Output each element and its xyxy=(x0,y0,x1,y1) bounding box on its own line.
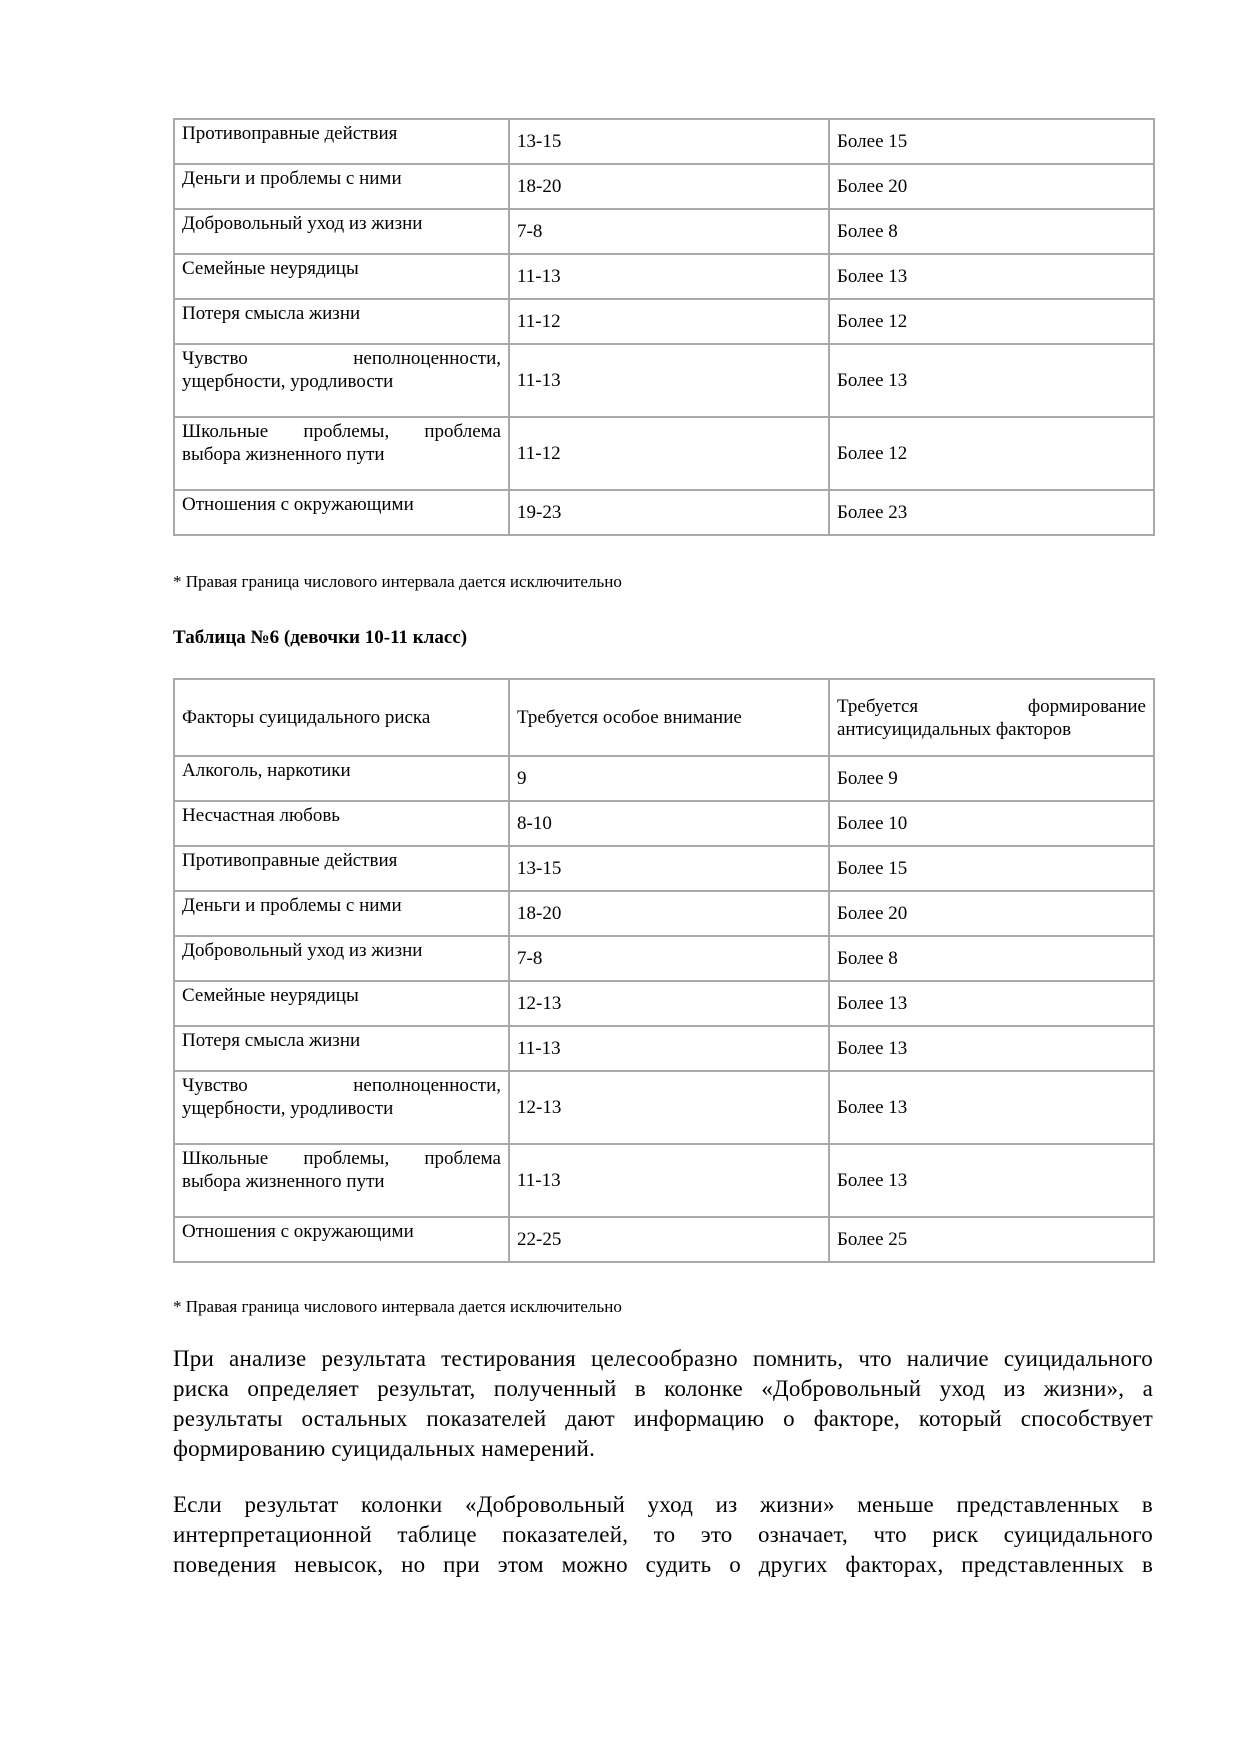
table-row: Добровольный уход из жизни 7-8 Более 8 xyxy=(173,208,1155,255)
attention-cell: 13-15 xyxy=(508,118,830,165)
formation-cell: Более 13 xyxy=(828,1025,1155,1072)
attention-cell: 9 xyxy=(508,755,830,802)
table-row: Несчастная любовь 8-10 Более 10 xyxy=(173,800,1155,847)
attention-header-cell: Требуется особое внимание xyxy=(508,678,830,757)
formation-cell: Более 13 xyxy=(828,980,1155,1027)
table-row: Отношения с окружающими 19-23 Более 23 xyxy=(173,489,1155,536)
factor-cell: Противоправные действия xyxy=(173,118,510,165)
table-row: Алкоголь, наркотики 9 Более 9 xyxy=(173,755,1155,802)
factor-cell: Потеря смысла жизни xyxy=(173,1025,510,1072)
attention-cell: 11-13 xyxy=(508,1025,830,1072)
attention-cell: 22-25 xyxy=(508,1216,830,1263)
formation-cell: Более 13 xyxy=(828,343,1155,418)
formation-cell: Более 12 xyxy=(828,416,1155,491)
formation-cell: Более 13 xyxy=(828,253,1155,300)
factor-cell: Семейные неурядицы xyxy=(173,253,510,300)
factor-cell: Школьные проблемы, проблема выбора жизнен… xyxy=(173,1143,510,1218)
factor-cell: Несчастная любовь xyxy=(173,800,510,847)
attention-cell: 7-8 xyxy=(508,208,830,255)
table-row: Противоправные действия 13-15 Более 15 xyxy=(173,118,1155,165)
table-row: Деньги и проблемы с ними 18-20 Более 20 xyxy=(173,163,1155,210)
factor-cell: Чувство неполноценности, ущербности, урод… xyxy=(173,1070,510,1145)
table-row: Потеря смысла жизни 11-12 Более 12 xyxy=(173,298,1155,345)
table-row: Противоправные действия 13-15 Более 15 xyxy=(173,845,1155,892)
footnote: * Правая граница числового интервала дае… xyxy=(173,572,622,591)
formation-header-cell: Требуется формирование антисуицидальных ф… xyxy=(828,678,1155,757)
formation-cell: Более 9 xyxy=(828,755,1155,802)
footnote: * Правая граница числового интервала дае… xyxy=(173,1297,622,1316)
formation-cell: Более 15 xyxy=(828,845,1155,892)
attention-cell: 19-23 xyxy=(508,489,830,536)
factor-cell: Отношения с окружающими xyxy=(173,1216,510,1263)
factor-cell: Добровольный уход из жизни xyxy=(173,935,510,982)
formation-cell: Более 12 xyxy=(828,298,1155,345)
table-row: Семейные неурядицы 11-13 Более 13 xyxy=(173,253,1155,300)
factor-cell: Школьные проблемы, проблема выбора жизнен… xyxy=(173,416,510,491)
attention-cell: 11-13 xyxy=(508,1143,830,1218)
attention-cell: 12-13 xyxy=(508,980,830,1027)
table-row: Добровольный уход из жизни 7-8 Более 8 xyxy=(173,935,1155,982)
factor-cell: Алкоголь, наркотики xyxy=(173,755,510,802)
table-row: Потеря смысла жизни 11-13 Более 13 xyxy=(173,1025,1155,1072)
table-row: Школьные проблемы, проблема выбора жизнен… xyxy=(173,416,1155,491)
attention-cell: 8-10 xyxy=(508,800,830,847)
factor-cell: Противоправные действия xyxy=(173,845,510,892)
formation-cell: Более 13 xyxy=(828,1143,1155,1218)
attention-cell: 11-13 xyxy=(508,253,830,300)
attention-cell: 7-8 xyxy=(508,935,830,982)
analysis-paragraph: При анализе результата тестирования целе… xyxy=(173,1346,1153,1461)
factor-cell: Чувство неполноценности, ущербности, урод… xyxy=(173,343,510,418)
interpretation-paragraph: Если результат колонки «Добровольный ухо… xyxy=(173,1492,1153,1577)
formation-cell: Более 8 xyxy=(828,208,1155,255)
attention-cell: 11-12 xyxy=(508,298,830,345)
factor-cell: Деньги и проблемы с ними xyxy=(173,890,510,937)
table-header-row: Факторы суицидального риска Требуется ос… xyxy=(173,678,1155,757)
attention-cell: 18-20 xyxy=(508,163,830,210)
formation-cell: Более 25 xyxy=(828,1216,1155,1263)
table6-title: Таблица №6 (девочки 10-11 класс) xyxy=(173,627,468,648)
formation-cell: Более 10 xyxy=(828,800,1155,847)
interpretation-table-continued: Противоправные действия 13-15 Более 15 Д… xyxy=(173,118,1155,536)
factor-cell: Деньги и проблемы с ними xyxy=(173,163,510,210)
formation-cell: Более 13 xyxy=(828,1070,1155,1145)
formation-cell: Более 23 xyxy=(828,489,1155,536)
table-row: Семейные неурядицы 12-13 Более 13 xyxy=(173,980,1155,1027)
factor-cell: Семейные неурядицы xyxy=(173,980,510,1027)
attention-cell: 11-12 xyxy=(508,416,830,491)
factor-cell: Отношения с окружающими xyxy=(173,489,510,536)
factor-header-cell: Факторы суицидального риска xyxy=(173,678,510,757)
attention-cell: 13-15 xyxy=(508,845,830,892)
formation-cell: Более 20 xyxy=(828,890,1155,937)
attention-cell: 11-13 xyxy=(508,343,830,418)
formation-cell: Более 8 xyxy=(828,935,1155,982)
formation-cell: Более 15 xyxy=(828,118,1155,165)
attention-cell: 12-13 xyxy=(508,1070,830,1145)
table-row: Деньги и проблемы с ними 18-20 Более 20 xyxy=(173,890,1155,937)
table-row: Чувство неполноценности, ущербности, урод… xyxy=(173,1070,1155,1145)
table-row: Отношения с окружающими 22-25 Более 25 xyxy=(173,1216,1155,1263)
table-row: Школьные проблемы, проблема выбора жизнен… xyxy=(173,1143,1155,1218)
attention-cell: 18-20 xyxy=(508,890,830,937)
factor-cell: Добровольный уход из жизни xyxy=(173,208,510,255)
factor-cell: Потеря смысла жизни xyxy=(173,298,510,345)
table-row: Чувство неполноценности, ущербности, урод… xyxy=(173,343,1155,418)
interpretation-table-girls-10-11: Факторы суицидального риска Требуется ос… xyxy=(173,678,1155,1263)
formation-cell: Более 20 xyxy=(828,163,1155,210)
